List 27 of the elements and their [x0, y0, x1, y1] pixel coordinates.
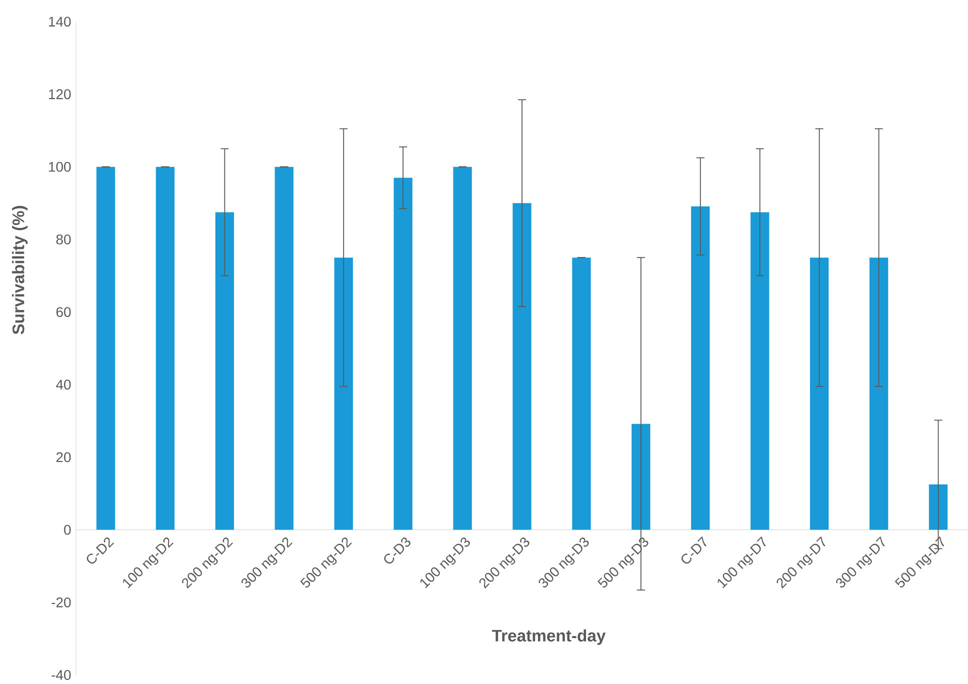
- bar: [869, 258, 888, 530]
- bar: [691, 206, 710, 530]
- bar: [453, 166, 472, 530]
- bar: [750, 212, 770, 530]
- y-tick-label: 60: [56, 307, 71, 317]
- y-tick-label: -20: [52, 597, 71, 608]
- bar: [810, 258, 829, 530]
- y-tick-label: 20: [56, 452, 71, 462]
- y-tick-label: 80: [56, 234, 71, 244]
- bar: [215, 212, 234, 530]
- bar: [632, 424, 650, 530]
- y-tick-label: 100: [49, 162, 71, 172]
- y-tick-label: 40: [56, 380, 71, 390]
- bar: [96, 166, 116, 530]
- bar: [274, 166, 294, 530]
- y-tick-label: 120: [49, 89, 71, 100]
- bar: [928, 484, 948, 530]
- bar: [512, 203, 532, 530]
- y-tick-label: -40: [52, 670, 71, 680]
- y-tick-label: 0: [64, 524, 71, 535]
- x-axis-title: Treatment-day: [492, 629, 606, 645]
- bar: [572, 258, 591, 530]
- bar: [394, 178, 412, 530]
- bar: [156, 166, 175, 530]
- bar: [334, 258, 353, 530]
- y-axis-title: Survivability (%): [12, 206, 28, 334]
- y-tick-label: 140: [49, 16, 71, 27]
